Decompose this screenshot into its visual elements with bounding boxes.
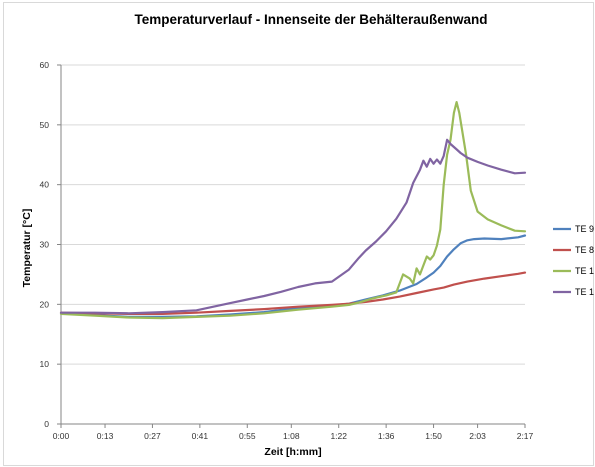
y-tick-label: 30 <box>40 240 50 250</box>
legend-label: TE 1 <box>575 266 594 276</box>
y-tick-label: 60 <box>40 60 50 70</box>
series-line-2 <box>59 271 527 315</box>
x-tick-label: 2:17 <box>517 431 534 441</box>
x-tick-label: 0:55 <box>239 431 256 441</box>
x-tick-label: 2:03 <box>469 431 486 441</box>
y-tick-label: 50 <box>40 120 50 130</box>
legend-label: TE 9 <box>575 224 594 234</box>
series-line-3 <box>59 100 527 320</box>
y-tick-label: 20 <box>40 299 50 309</box>
x-tick-label: 0:13 <box>97 431 114 441</box>
y-tick-label: 10 <box>40 359 50 369</box>
y-tick-label: 40 <box>40 180 50 190</box>
chart-title: Temperaturverlauf - Innenseite der Behäl… <box>134 12 487 27</box>
axes <box>57 64 526 428</box>
legend-label: TE 1 <box>575 287 594 297</box>
x-tick-label: 1:08 <box>283 431 300 441</box>
series-lines <box>59 100 527 320</box>
x-tick-label: 0:27 <box>144 431 161 441</box>
x-tick-label: 1:22 <box>330 431 347 441</box>
x-axis-title: Zeit [h:mm] <box>264 446 321 458</box>
gridlines <box>61 64 525 365</box>
legend: TE 9 TE 8 TE 1 TE 1 <box>553 224 594 297</box>
x-tick-label: 0:41 <box>192 431 209 441</box>
y-axis-title: Temperatur [°C] <box>21 209 33 288</box>
x-tick-label: 1:36 <box>378 431 395 441</box>
y-tick-label: 0 <box>44 419 49 429</box>
x-tick-label: 0:00 <box>53 431 70 441</box>
chart-frame <box>3 2 594 466</box>
series-line-4 <box>59 138 527 315</box>
x-tick-label: 1:50 <box>425 431 442 441</box>
legend-label: TE 8 <box>575 245 594 255</box>
tick-labels: 0 10 20 30 40 50 60 0:00 0:13 0:27 0:41 0:55 1:08 1:2… <box>40 60 534 441</box>
